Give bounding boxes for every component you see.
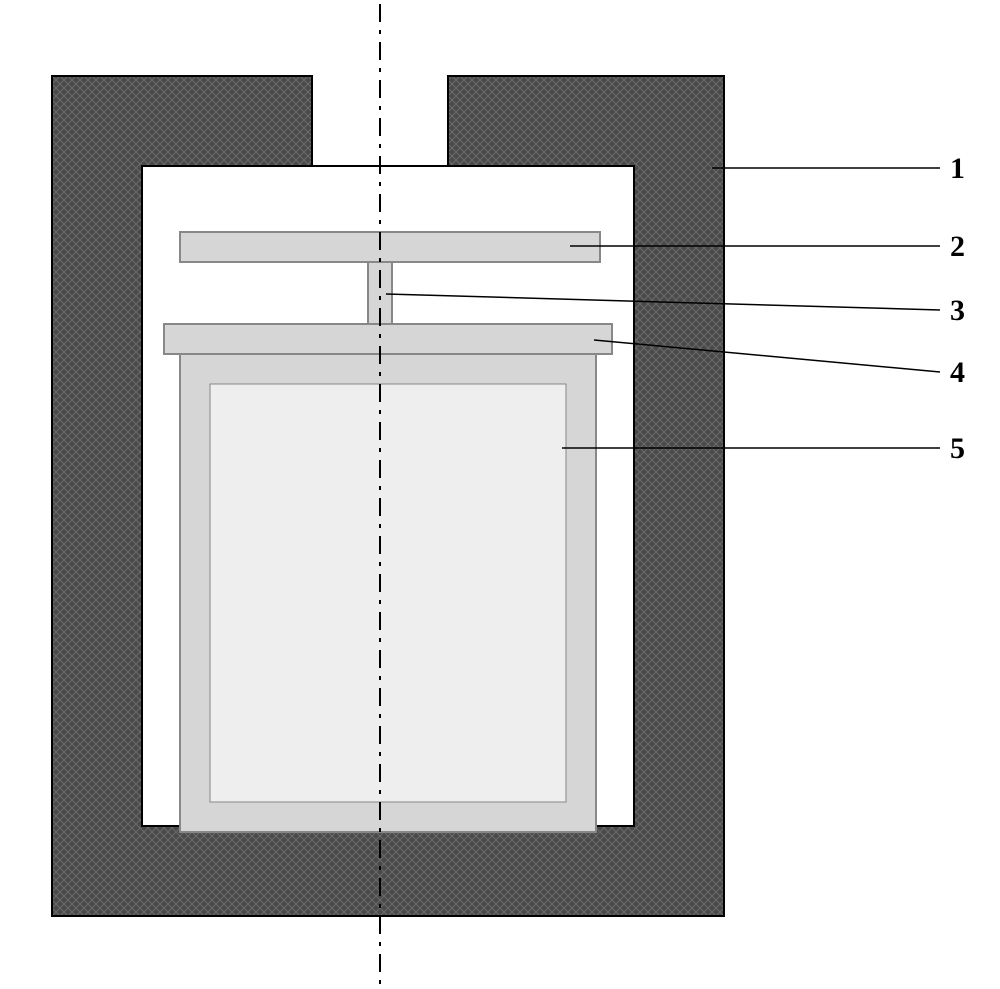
- callout-label-5: 5: [950, 432, 965, 465]
- diagram-svg: 1 2 3 4 5: [0, 0, 1000, 989]
- callout-label-4: 4: [950, 356, 965, 389]
- callout-label-1: 1: [950, 152, 965, 185]
- callout-label-3: 3: [950, 294, 965, 327]
- diagram-stage: 1 2 3 4 5: [0, 0, 1000, 989]
- crucible-lid: [164, 324, 612, 354]
- inner-cavity: [210, 384, 566, 802]
- callout-label-2: 2: [950, 230, 965, 263]
- top-plate: [180, 232, 600, 262]
